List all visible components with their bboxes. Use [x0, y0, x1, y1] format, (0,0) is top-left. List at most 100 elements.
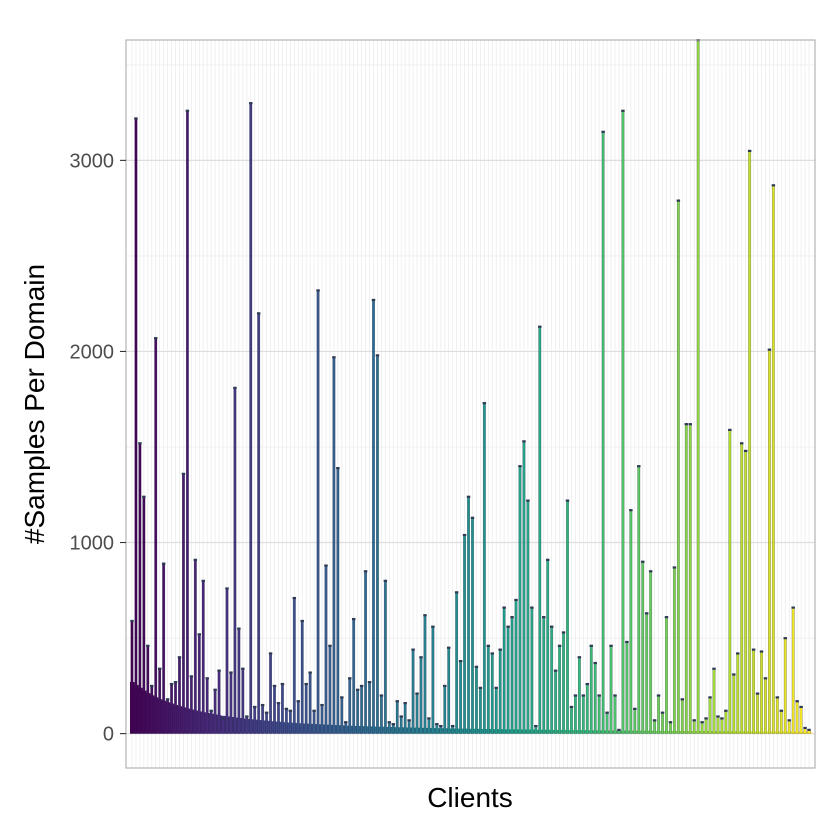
bar — [542, 616, 546, 734]
bar-cap — [387, 721, 392, 724]
bar-cap — [545, 558, 550, 561]
bar-cap — [771, 184, 776, 187]
bar — [162, 563, 166, 734]
bar-cap — [732, 673, 736, 676]
bar — [391, 723, 395, 734]
bar — [740, 442, 744, 734]
bar — [284, 708, 288, 734]
bar-cap — [308, 671, 312, 674]
bar-cap — [423, 614, 427, 617]
bar — [581, 695, 585, 734]
bar-cap — [763, 677, 768, 680]
bar — [728, 429, 732, 734]
bar-cap — [751, 648, 756, 651]
bar-cap — [767, 348, 772, 351]
bar — [281, 683, 284, 734]
bar-cap — [565, 499, 570, 502]
bar — [550, 626, 554, 734]
bar — [546, 559, 550, 734]
bar-cap — [328, 644, 332, 647]
bar — [577, 656, 581, 734]
bar-cap — [518, 465, 522, 468]
bar — [692, 720, 696, 734]
bar-cap — [288, 709, 293, 712]
bar — [237, 628, 241, 734]
bar-cap — [252, 705, 257, 709]
bar-cap — [668, 721, 673, 724]
bar-cap — [692, 719, 696, 722]
bar — [486, 645, 490, 734]
bar — [712, 668, 716, 734]
bar — [661, 712, 664, 734]
bar-cap — [803, 726, 807, 730]
bar-cap — [542, 616, 546, 619]
bar-cap — [716, 715, 720, 718]
bar-cap — [446, 646, 451, 649]
bar — [193, 559, 197, 734]
bar — [637, 465, 641, 734]
bar-cap — [229, 671, 233, 674]
bar-cap — [363, 570, 368, 573]
bar-cap — [355, 688, 360, 691]
y-ticks: 0 1000 2000 3000 — [70, 150, 126, 746]
y-tick-label: 2000 — [70, 341, 115, 363]
bar — [684, 423, 688, 734]
bar — [292, 597, 296, 734]
bar — [213, 689, 217, 734]
bar-cap — [549, 625, 554, 628]
bar-cap — [676, 199, 681, 202]
bar-cap — [284, 707, 289, 710]
bar — [708, 697, 712, 734]
bar — [498, 649, 502, 734]
bar-cap — [621, 109, 625, 112]
bar — [455, 592, 459, 734]
bar-cap — [296, 700, 300, 703]
bar-cap — [332, 356, 336, 359]
bar-cap — [304, 682, 308, 686]
bar — [182, 473, 185, 734]
bar — [510, 616, 514, 734]
bar — [142, 496, 146, 734]
bar — [653, 720, 657, 734]
bar — [225, 588, 229, 734]
bar-cap — [498, 648, 502, 651]
bar — [340, 697, 344, 734]
bar — [775, 697, 779, 734]
bar — [269, 653, 272, 734]
bar-cap — [272, 684, 277, 688]
bar-cap — [431, 625, 435, 628]
bar — [387, 721, 391, 734]
bar-cap — [245, 715, 249, 718]
bar-cap — [530, 606, 534, 609]
bar-cap — [241, 667, 245, 670]
bar-cap — [300, 619, 304, 623]
bar-cap — [348, 677, 352, 680]
bar-cap — [154, 337, 158, 340]
bar — [308, 672, 312, 734]
bar — [799, 706, 803, 734]
bar — [154, 337, 158, 734]
bar — [482, 402, 486, 734]
bar — [756, 693, 759, 734]
bar-cap — [336, 467, 340, 470]
bar — [704, 718, 708, 734]
bar-cap — [292, 596, 297, 600]
bar — [641, 561, 645, 734]
bar — [261, 704, 265, 734]
bar — [423, 614, 427, 734]
bar — [332, 356, 336, 734]
bar-cap — [268, 652, 273, 655]
bar — [605, 712, 609, 734]
bar — [732, 674, 736, 734]
bar-cap — [799, 705, 803, 709]
bar-cap — [680, 698, 685, 701]
bar — [399, 716, 403, 734]
bar-cap — [795, 700, 799, 703]
bar-cap — [494, 686, 498, 689]
bar — [700, 721, 704, 734]
bar — [241, 668, 245, 734]
bar — [415, 693, 419, 734]
bar — [324, 565, 328, 734]
bar-cap — [656, 694, 661, 697]
bar-cap — [454, 591, 459, 594]
